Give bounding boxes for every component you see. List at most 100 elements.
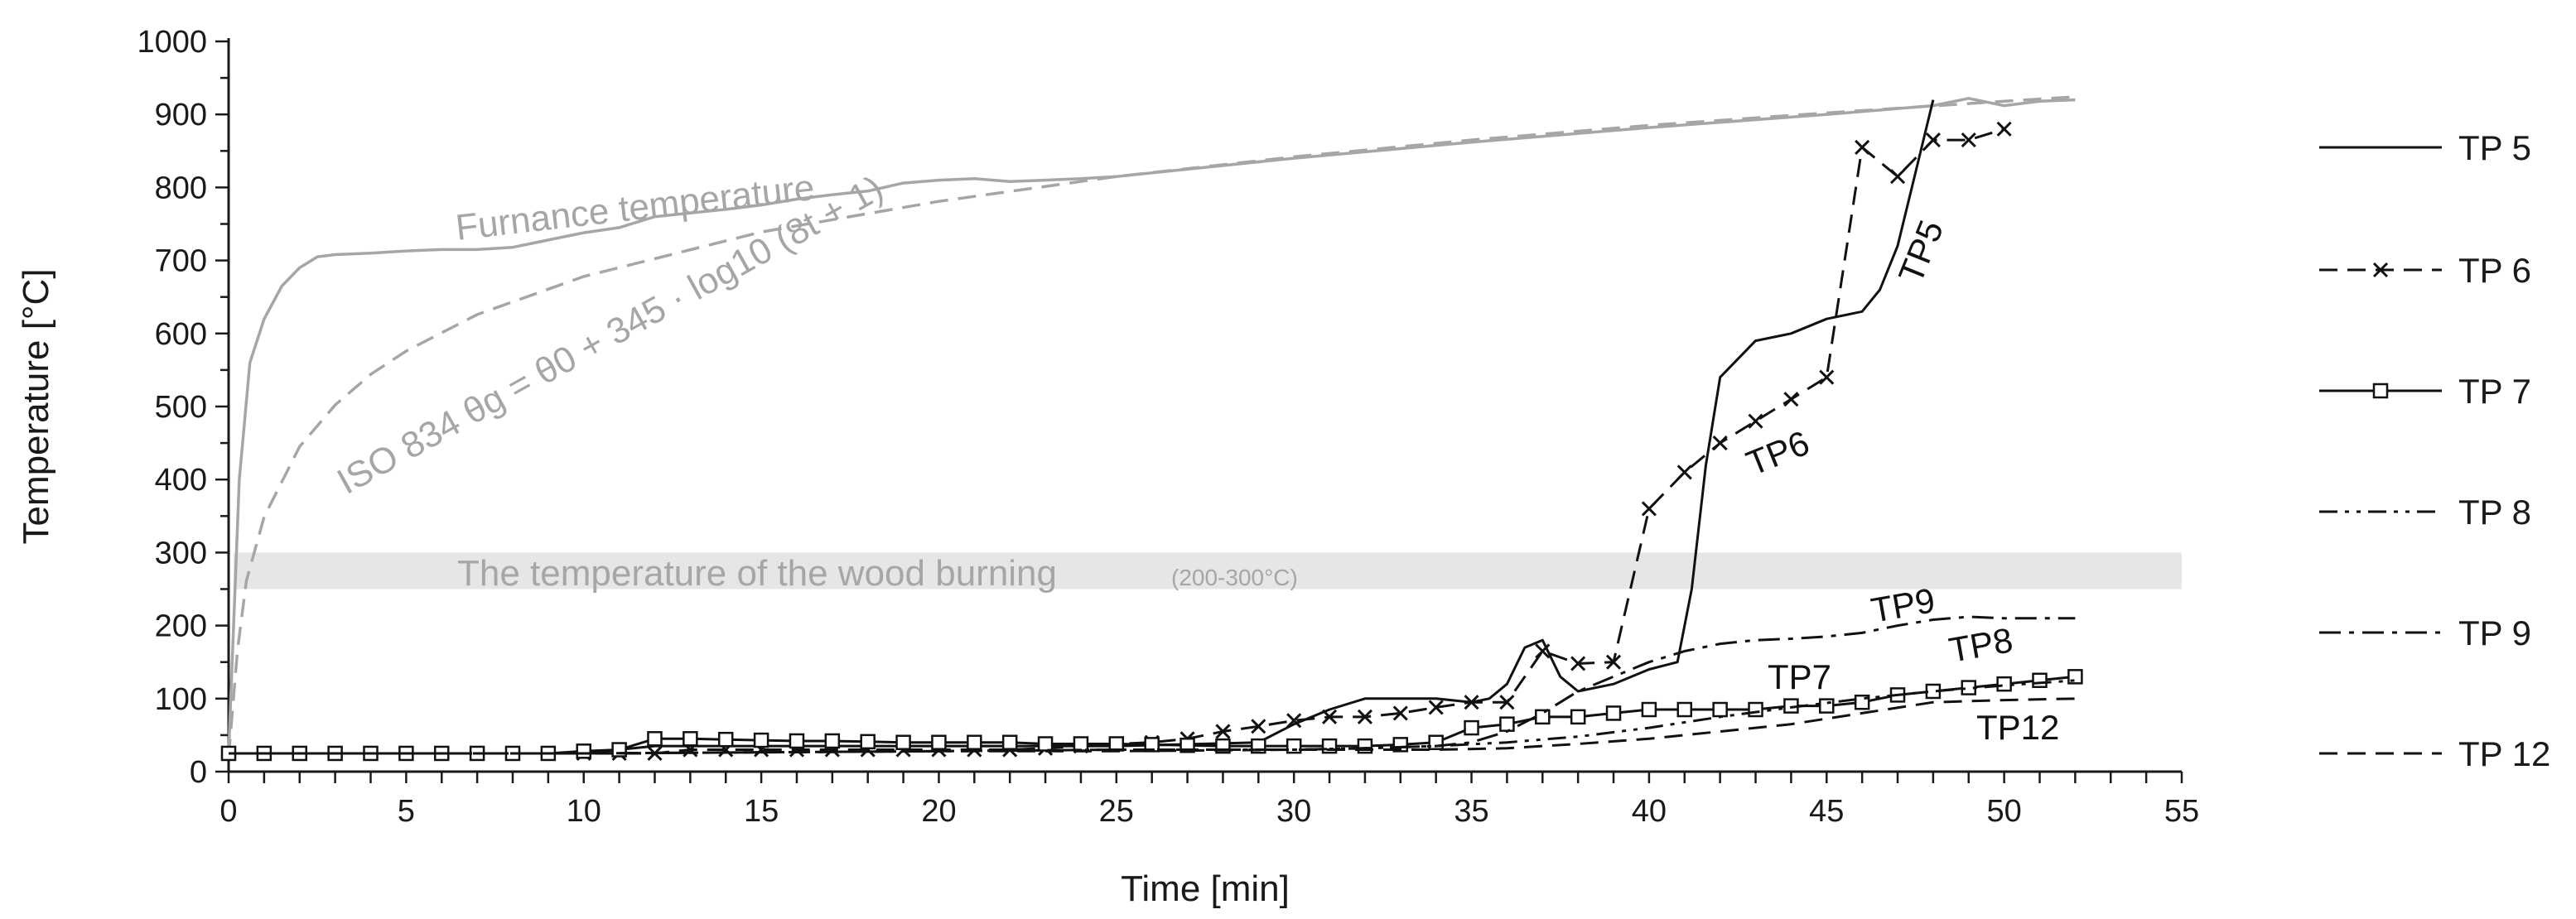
series-tp6-marker xyxy=(1712,435,1728,451)
series-tp7-marker xyxy=(1676,701,1693,718)
series-tp7-marker xyxy=(753,732,769,748)
y-tick-label: 400 xyxy=(155,463,207,498)
marker-stroke xyxy=(1889,169,1906,185)
series-tp6-marker xyxy=(1605,654,1622,670)
series-tp6-marker xyxy=(1215,724,1231,739)
legend-item-tp5: TP 5 xyxy=(2319,128,2531,167)
series-tp6-marker xyxy=(1925,132,1941,148)
series-tp6-marker xyxy=(1428,700,1444,715)
y-tick-label: 1000 xyxy=(137,25,207,60)
legend-item-tp6: TP 6 xyxy=(2319,251,2531,290)
legend-label: TP 6 xyxy=(2458,251,2531,290)
y-tick-label: 600 xyxy=(155,317,207,352)
legend-item-tp9: TP 9 xyxy=(2319,613,2531,652)
x-tick-label: 30 xyxy=(1276,794,1311,829)
series-tp7-marker xyxy=(1570,709,1586,725)
series-tp7-marker xyxy=(1037,736,1054,752)
marker-stroke xyxy=(1961,132,1976,148)
marker-stroke xyxy=(1570,656,1586,671)
series-tp12-line xyxy=(229,697,2076,755)
series-tp7-marker xyxy=(824,733,841,749)
series-tp7-marker xyxy=(647,731,663,747)
series-tp7-marker xyxy=(1001,734,1018,750)
x-tick-label: 25 xyxy=(1099,794,1134,829)
label-tp12: TP12 xyxy=(1976,708,2059,747)
legend-label: TP 5 xyxy=(2458,128,2531,167)
legend-item-tp7: TP 7 xyxy=(2319,372,2531,411)
marker-stroke xyxy=(1499,695,1515,710)
series-tp7-marker xyxy=(1535,709,1551,725)
series-tp7-marker xyxy=(1819,698,1835,714)
series-tp6-marker xyxy=(1961,132,1976,148)
axes-layer: 0 5 10 15 20 25 30 35 40 45 50 55 0 100 200 300 400 500 60… xyxy=(16,25,2199,909)
x-tick-label: 55 xyxy=(2164,794,2199,829)
marker-stroke xyxy=(1996,121,2012,137)
legend-marker xyxy=(2372,383,2389,399)
x-tick-label: 45 xyxy=(1809,794,1844,829)
series-tp6-marker xyxy=(1286,713,1302,729)
series-tp7-marker xyxy=(717,731,734,748)
marker-stroke xyxy=(1676,464,1692,480)
series-tp6-marker xyxy=(1855,139,1870,155)
series-tp7-marker xyxy=(931,734,947,750)
series-tp6-marker xyxy=(1392,705,1408,721)
marker-stroke xyxy=(1392,705,1408,721)
marker-stroke xyxy=(1783,392,1799,407)
x-tick-label: 20 xyxy=(921,794,956,829)
series-tp7-marker xyxy=(895,734,911,750)
legend-label: TP 9 xyxy=(2458,613,2531,652)
series-tp6-marker xyxy=(1676,464,1692,480)
series-tp6-marker xyxy=(1748,413,1763,429)
series-layer xyxy=(220,99,2083,762)
series-tp7-marker xyxy=(1073,736,1089,752)
series-tp7-marker xyxy=(1748,701,1763,718)
legend: TP 5 TP 6 TP 7 TP 8 TP 9 TP 12 xyxy=(2319,128,2550,773)
series-tp6-marker xyxy=(1321,709,1338,724)
x-tick-label: 15 xyxy=(744,794,779,829)
y-tick-label: 300 xyxy=(155,536,207,570)
label-tp5: TP5 xyxy=(1891,214,1951,288)
series-tp7-marker xyxy=(789,733,805,749)
legend-label: TP 12 xyxy=(2458,734,2550,773)
series-tp7-marker xyxy=(1641,701,1657,718)
series-tp7-marker xyxy=(576,743,591,759)
series-tp6-marker xyxy=(1570,656,1586,671)
burning-band-layer: The temperature of the wood burning (200-… xyxy=(234,552,2182,594)
label-tp6: TP6 xyxy=(1741,423,1815,483)
series-tp6-marker xyxy=(1996,121,2012,137)
marker-stroke xyxy=(1464,695,1479,710)
marker-stroke xyxy=(1321,709,1338,724)
marker-stroke xyxy=(1357,709,1372,724)
series-tp7-marker xyxy=(2032,672,2048,688)
legend-item-tp8: TP 8 xyxy=(2319,493,2531,532)
series-tp9 xyxy=(229,615,2076,755)
marker-stroke xyxy=(1428,700,1444,715)
series-tp6-marker xyxy=(1357,709,1372,724)
series-tp7-marker xyxy=(967,734,982,750)
marker-stroke xyxy=(1605,654,1622,670)
x-tick-label: 5 xyxy=(398,794,415,829)
series-tp6-marker xyxy=(1535,643,1551,659)
y-tick-label: 800 xyxy=(155,171,207,205)
legend-item-tp12: TP 12 xyxy=(2319,734,2550,773)
marker-stroke xyxy=(1215,724,1231,739)
furnace-curve xyxy=(227,97,2076,754)
x-tick-label: 0 xyxy=(219,794,237,829)
series-tp6-marker xyxy=(1251,719,1266,734)
burning-band xyxy=(234,552,2182,589)
series-tp7-marker xyxy=(1499,716,1515,732)
series-tp7-marker xyxy=(1605,705,1622,721)
series-tp6-marker xyxy=(1499,695,1515,710)
marker-stroke xyxy=(1251,719,1266,734)
series-tp6-marker xyxy=(1641,501,1657,517)
marker-stroke xyxy=(1535,643,1551,659)
label-tp7: TP7 xyxy=(1768,657,1831,696)
series-tp7-marker xyxy=(1464,719,1479,736)
x-axis-title: Time [min] xyxy=(1121,868,1290,909)
legend-label: TP 7 xyxy=(2458,372,2531,411)
marker-stroke xyxy=(1819,369,1835,385)
y-tick-label: 500 xyxy=(155,390,207,425)
legend-label: TP 8 xyxy=(2458,493,2531,532)
